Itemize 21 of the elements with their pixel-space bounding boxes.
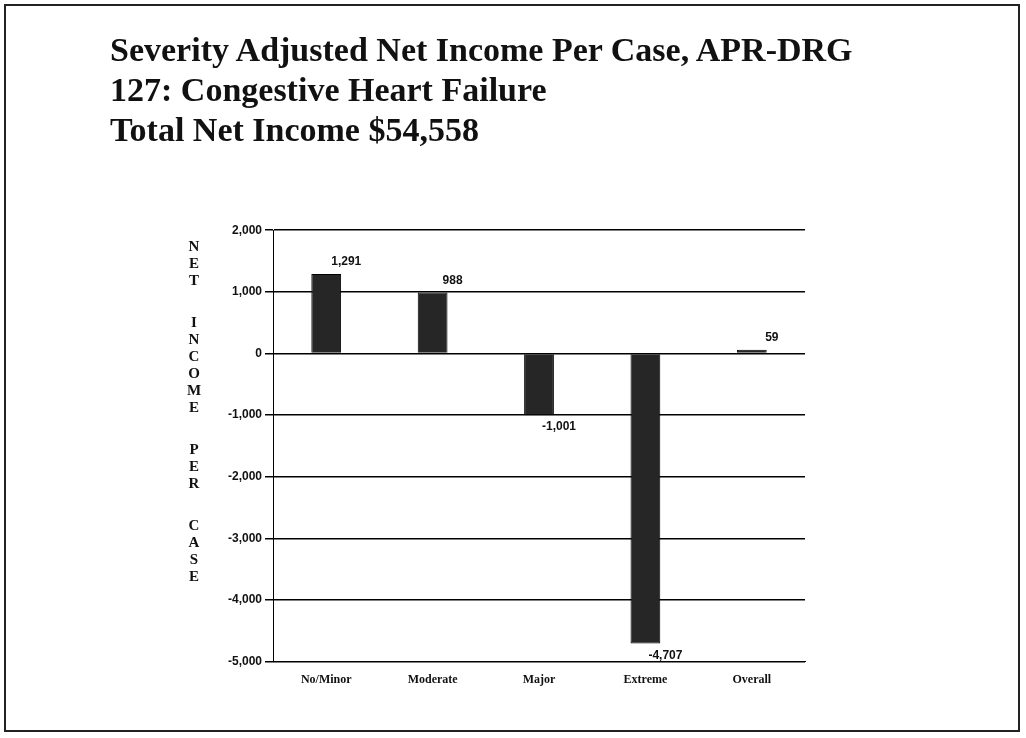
- chart-subtitle: Total Net Income $54,558: [110, 110, 480, 150]
- y-tick-label: 2,000: [231, 222, 263, 237]
- data-label: -4,707: [648, 647, 683, 662]
- x-tick-label: Moderate: [407, 671, 459, 686]
- data-label: -1,001: [542, 419, 577, 434]
- chart-title: Severity Adjusted Net Income Per Case, APR-DRG 127: Congestive Heart Failure: [110, 30, 854, 110]
- data-label: 1,291: [331, 254, 362, 269]
- y-tick-label: 1,000: [231, 284, 263, 299]
- data-label: 59: [765, 330, 779, 345]
- y-tick-label: -2,000: [227, 469, 263, 484]
- y-axis-title: NET INCOME PER CASE: [185, 238, 202, 585]
- x-tick-label: No/Minor: [300, 671, 353, 686]
- x-tick-label: Extreme: [623, 671, 668, 686]
- y-tick-label: -5,000: [227, 653, 263, 668]
- data-label: 988: [442, 272, 463, 287]
- y-tick-label: 0: [255, 345, 263, 360]
- y-tick-label: -4,000: [227, 592, 263, 607]
- x-tick-label: Major: [522, 671, 557, 686]
- y-tick-label: -3,000: [227, 530, 263, 545]
- y-tick-label: -1,000: [227, 407, 263, 422]
- x-tick-label: Overall: [732, 671, 772, 686]
